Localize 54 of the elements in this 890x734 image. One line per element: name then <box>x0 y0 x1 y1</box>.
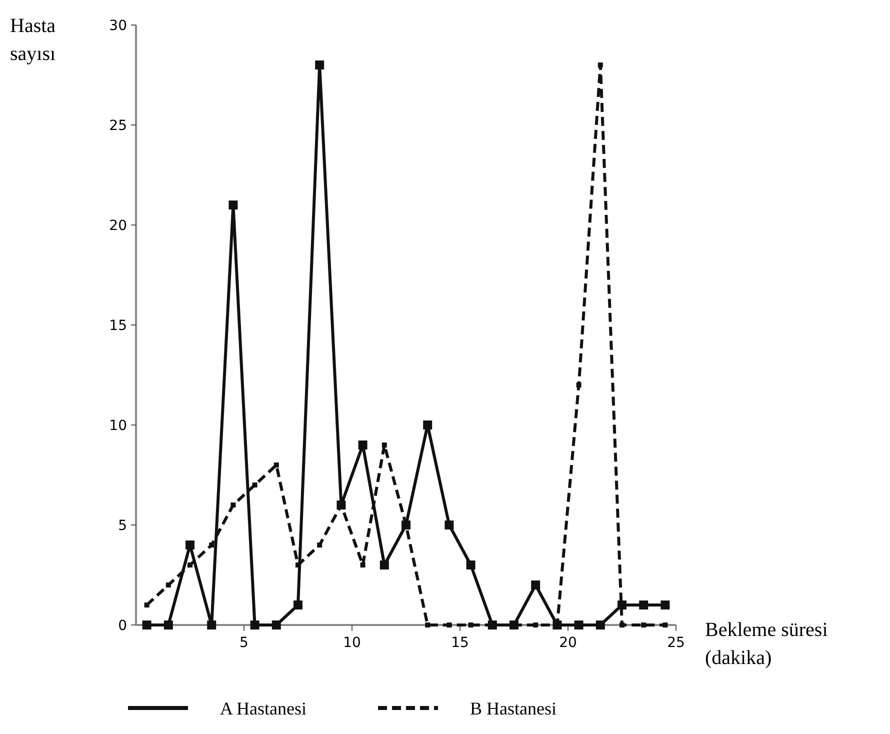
point <box>358 440 368 450</box>
y-tick-label: 10 <box>109 418 127 434</box>
point <box>188 562 192 568</box>
point <box>360 562 366 568</box>
point <box>468 622 474 628</box>
x-tick-label: 20 <box>559 635 577 651</box>
point <box>660 600 670 610</box>
x-tick-label: 15 <box>451 635 469 651</box>
point <box>620 622 624 628</box>
point <box>294 600 302 610</box>
point <box>533 622 538 628</box>
point <box>166 582 171 588</box>
x-tick-label: 10 <box>343 635 361 651</box>
y-tick-label: 20 <box>109 218 127 234</box>
point <box>425 622 430 628</box>
y-tick-label: 25 <box>109 118 127 134</box>
point <box>144 602 150 608</box>
point <box>382 442 387 448</box>
point <box>252 482 258 488</box>
x-axis-title: Bekleme süresi (dakika) <box>705 619 828 669</box>
point <box>596 620 605 630</box>
point <box>250 620 260 630</box>
point <box>446 622 452 628</box>
point <box>186 540 194 550</box>
point <box>228 200 238 210</box>
point <box>641 622 646 628</box>
point <box>209 542 214 548</box>
point <box>466 560 476 570</box>
x-tick-label: 5 <box>240 635 248 651</box>
legend-label: B Hastanesi <box>470 698 556 718</box>
y-tick-label: 0 <box>118 618 127 634</box>
point <box>380 560 389 570</box>
y-tick-label: 30 <box>109 18 127 34</box>
point <box>230 502 236 508</box>
point <box>164 620 173 630</box>
point <box>574 620 584 630</box>
point <box>639 600 648 610</box>
point <box>207 620 216 630</box>
point <box>662 622 668 628</box>
point <box>274 462 279 468</box>
point <box>598 62 603 68</box>
y-tick-label: 5 <box>118 518 127 534</box>
point <box>423 420 432 430</box>
point <box>444 520 454 530</box>
point <box>576 382 582 388</box>
point <box>272 620 281 630</box>
legend-label: A Hastanesi <box>220 698 306 718</box>
y-tick-label: 15 <box>109 318 127 334</box>
point <box>315 60 324 70</box>
point <box>142 620 152 630</box>
point <box>317 542 322 548</box>
y-axis-title: Hasta sayısı <box>10 15 56 65</box>
x-tick-label: 25 <box>667 635 685 651</box>
point <box>531 580 540 590</box>
